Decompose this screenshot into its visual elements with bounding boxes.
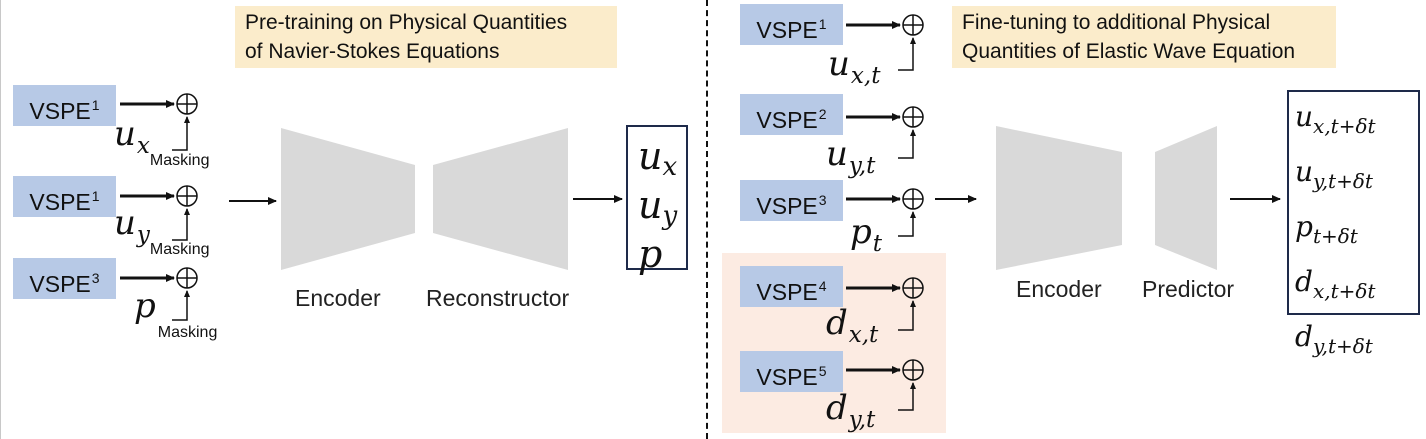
finetune-oplus-1 — [902, 14, 924, 36]
finetune-var-uxt: ux,t — [828, 44, 881, 89]
pretrain-vspe-2: VSPE1 — [13, 176, 116, 217]
finetune-encoder-block — [996, 126, 1122, 270]
finetune-elbow-5 — [898, 382, 916, 411]
finetune-oplus-2 — [902, 106, 924, 128]
pretrain-vspe-1: VSPE1 — [13, 85, 116, 126]
pretrain-elbow-1 — [172, 116, 190, 151]
predictor-label: Predictor — [1142, 276, 1235, 302]
predictor-block — [1155, 126, 1217, 270]
pretrain-oplus-3 — [176, 267, 198, 289]
finetune-output-box: ux,t+δt uy,t+δt pt+δt dx,t+δt dy,t+δt — [1287, 90, 1420, 358]
finetune-encoder-label: Encoder — [1016, 276, 1102, 302]
pretrain-encoder-block — [281, 128, 415, 270]
finetune-vspe-5: VSPE5 — [740, 351, 843, 392]
pretrain-var-ux: uxMasking — [114, 114, 210, 169]
reconstructor-label: Reconstructor — [426, 285, 570, 311]
pretrain-var-uy: uyMasking — [114, 203, 210, 258]
pretrain-oplus-2 — [176, 185, 198, 207]
finetune-elbow-1 — [898, 37, 916, 71]
finetune-var-pt: pt — [850, 212, 883, 257]
pretrain-encoder-label: Encoder — [295, 285, 381, 311]
finetune-var-dyt: dy,t — [826, 388, 876, 433]
finetune-elbow-4 — [898, 300, 916, 331]
left-edge-line — [0, 0, 1, 439]
finetune-output-d-y: dy,t+δt — [1295, 320, 1373, 358]
pretrain-oplus-1 — [176, 93, 198, 115]
finetune-vspe-4: VSPE4 — [740, 266, 843, 307]
section-divider — [706, 0, 708, 439]
finetune-output-d-x: dx,t+δt — [1295, 265, 1376, 303]
finetune-vspe-3: VSPE3 — [740, 180, 843, 221]
pretrain-var-p: pMasking — [134, 286, 218, 341]
pretrain-output-ux: ux — [638, 134, 678, 182]
finetune-vspe-2: VSPE2 — [740, 94, 843, 135]
reconstructor-block — [433, 128, 568, 270]
finetune-var-uyt: uy,t — [826, 134, 876, 179]
finetune-oplus-4 — [902, 277, 924, 299]
pretrain-vspe-3: VSPE3 — [13, 258, 116, 299]
finetune-oplus-3 — [902, 188, 924, 210]
finetune-var-dxt: dx,t — [826, 303, 879, 348]
finetune-output-u-x: ux,t+δt — [1295, 100, 1376, 138]
pretrain-elbow-2 — [172, 208, 190, 241]
finetune-caption: Fine-tuning to additional Physical Quant… — [952, 6, 1336, 68]
pretrain-elbow-3 — [172, 290, 190, 321]
pretrain-output-p: p — [638, 232, 663, 276]
finetune-output-u-y: uy,t+δt — [1295, 155, 1373, 193]
pretrain-output-box: ux uy p — [626, 125, 688, 276]
finetune-vspe-1: VSPE1 — [740, 4, 843, 45]
finetune-elbow-3 — [898, 211, 916, 237]
pretrain-caption: Pre-training on Physical Quantities of N… — [235, 6, 617, 68]
finetune-oplus-5 — [902, 359, 924, 381]
finetune-elbow-2 — [898, 129, 916, 159]
finetune-output-p: pt+δt — [1295, 210, 1358, 248]
pretrain-output-uy: uy — [638, 183, 678, 231]
